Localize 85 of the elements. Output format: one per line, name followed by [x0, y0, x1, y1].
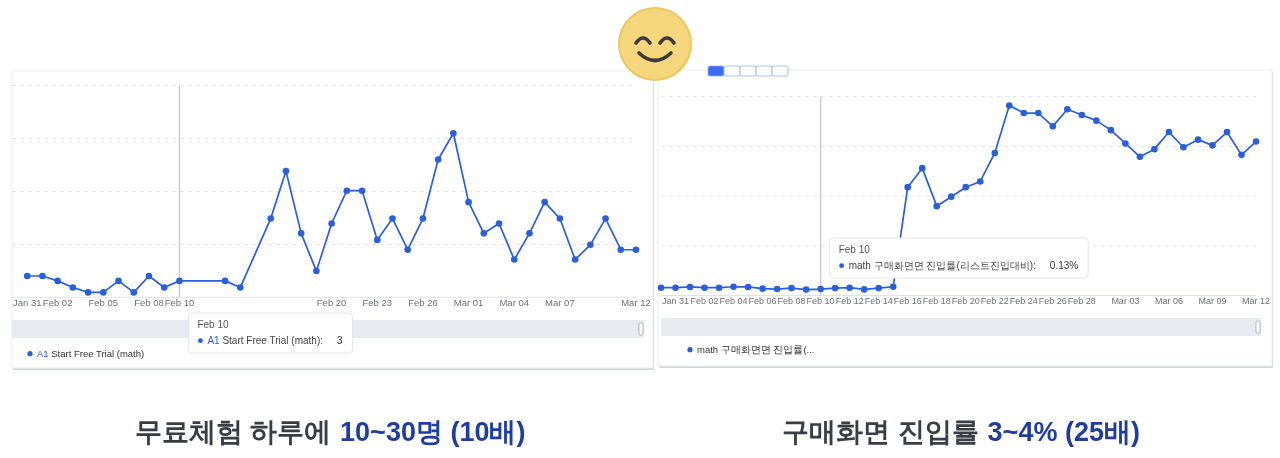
point [1107, 126, 1115, 134]
point [802, 286, 810, 293]
point [1136, 153, 1144, 161]
point [1209, 142, 1216, 149]
x-tick-label: Feb 16 [893, 296, 922, 306]
x-tick-label: Mar 07 [545, 297, 575, 308]
x-tick-label: Feb 22 [980, 296, 1009, 306]
point [715, 284, 723, 292]
x-tick-label: Mar 06 [1154, 296, 1183, 306]
x-tick-label: Feb 14 [864, 296, 893, 306]
x-tick-label: Mar 09 [1198, 296, 1227, 306]
annotation: math 구매화면면 진입률(리스트진입대비): [848, 260, 1036, 271]
point [1151, 145, 1158, 153]
x-tick-label: Mar 03 [1111, 296, 1140, 306]
x-tick-label: Feb 02 [42, 297, 73, 308]
text: A1 Start Free Trial (math) [37, 348, 145, 359]
x-tick-label: Feb 10 [806, 296, 835, 306]
point [788, 284, 795, 292]
x-tick-label: Feb 18 [922, 296, 951, 306]
point [976, 178, 984, 185]
point [947, 193, 955, 200]
text: Feb 10 [197, 319, 229, 330]
x-tick-label: Mar 04 [499, 297, 530, 308]
point [1049, 123, 1057, 130]
point [1078, 111, 1086, 119]
point [1194, 136, 1202, 143]
text: math 구매화면면 진입률(... [697, 344, 815, 355]
x-tick-label: Feb 24 [1009, 296, 1038, 306]
x-tick-label: Jan 31 [662, 296, 690, 306]
x-tick-label: Mar 01 [453, 297, 484, 308]
point [773, 285, 781, 293]
x-tick-label: Feb 10 [164, 297, 195, 308]
point [991, 149, 999, 157]
point [1093, 117, 1100, 124]
point [701, 284, 708, 292]
point [904, 183, 912, 191]
text: 3 [337, 335, 344, 346]
point [1252, 138, 1260, 145]
point [730, 283, 737, 291]
point [1165, 128, 1173, 136]
x-tick-label: Feb 08 [134, 297, 164, 308]
x-tick-label: Jan 31 [12, 297, 42, 308]
x-tick-label: Feb 05 [88, 297, 119, 308]
point [889, 283, 897, 291]
point [831, 284, 839, 292]
text: 10~30명 (10배) [340, 417, 526, 447]
x-tick-label: Mar 12 [1241, 296, 1271, 306]
x-tick-label: Feb 26 [408, 297, 438, 308]
x-tick-label: Feb 20 [951, 296, 980, 306]
point [1005, 102, 1013, 109]
x-tick-label: Feb 04 [719, 296, 748, 306]
x-tick-label: Feb 23 [362, 297, 393, 308]
point [759, 285, 766, 292]
point [933, 202, 941, 210]
point [686, 283, 694, 291]
point [657, 284, 665, 292]
point [672, 284, 679, 292]
annotation: 0.13% [1049, 260, 1079, 271]
point [918, 164, 926, 172]
x-tick-label: Feb 06 [748, 296, 777, 306]
point [846, 284, 853, 292]
x-tick-label: Feb 20 [316, 297, 347, 308]
point [817, 285, 824, 293]
point [744, 283, 752, 291]
point [962, 183, 970, 191]
point [1122, 140, 1129, 147]
point [1223, 128, 1231, 136]
point [1064, 105, 1071, 113]
text: 무료체험 하루에 [134, 417, 332, 447]
text: 구매화면 진입률 [782, 417, 979, 447]
text: A1 Start Free Trial (math): [207, 335, 324, 346]
x-tick-label: Feb 12 [835, 296, 864, 306]
point [1238, 151, 1245, 159]
x-tick-label: Feb 26 [1038, 296, 1067, 306]
x-tick-label: Feb 28 [1067, 296, 1096, 306]
point [1035, 109, 1042, 117]
point [875, 284, 882, 292]
x-tick-label: Mar 12 [621, 297, 651, 308]
x-tick-label: Feb 08 [777, 296, 806, 306]
point [1020, 109, 1028, 117]
text: 3~4% (25배) [987, 417, 1140, 447]
annotation: Feb 10 [838, 244, 871, 255]
point [1180, 143, 1187, 151]
x-tick-label: Feb 02 [690, 296, 719, 306]
point [860, 286, 868, 293]
